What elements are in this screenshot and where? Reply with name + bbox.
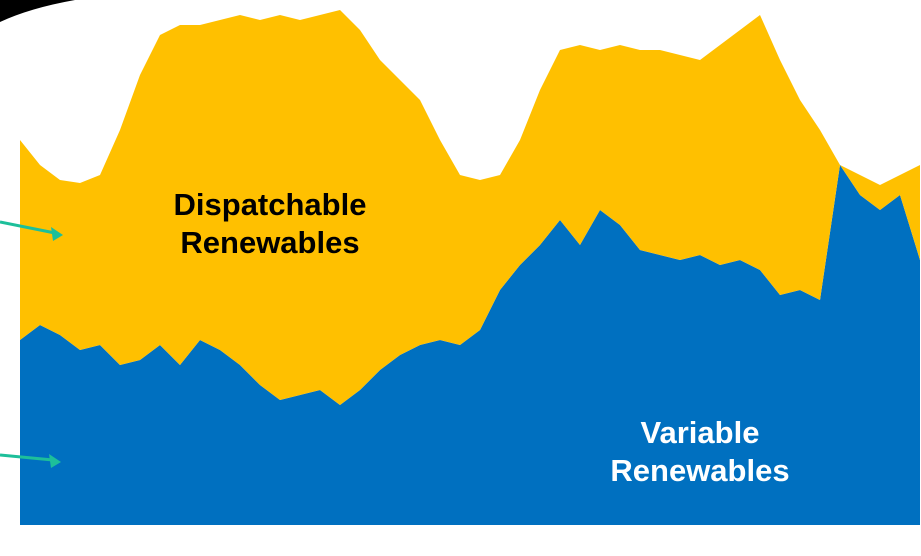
arrow-head [51, 227, 63, 241]
series-label: Variable Renewables [610, 415, 790, 488]
area [20, 165, 920, 525]
arrow [0, 453, 54, 462]
arrow-head [49, 454, 61, 468]
area [20, 10, 920, 405]
series-label: Dispatchable Renewables [173, 187, 367, 260]
corner-shape [0, 0, 75, 22]
arrow [0, 220, 56, 235]
